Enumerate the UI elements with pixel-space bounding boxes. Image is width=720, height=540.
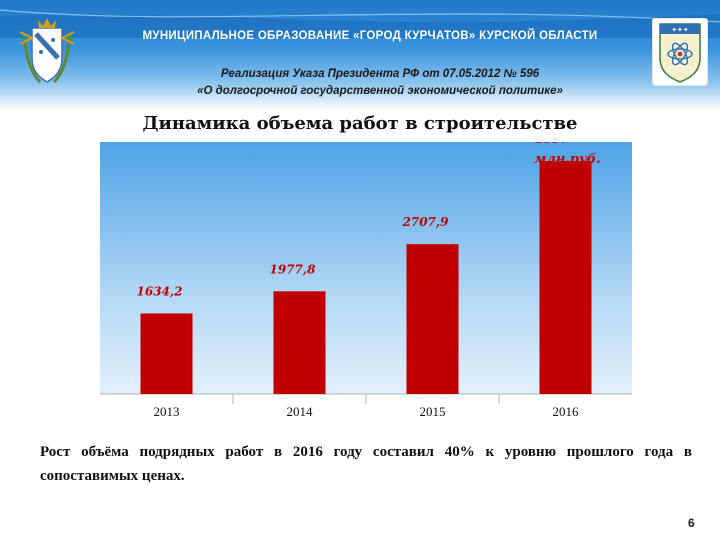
value-label-2014: 1977,8 [270, 262, 317, 276]
tick-label-2016: 2016 [553, 404, 580, 419]
value-label-2016: 3997 [536, 142, 570, 146]
header-ribbon [0, 9, 720, 38]
value-label-2013: 1634,2 [137, 285, 183, 299]
unit-label: млн.руб. [534, 152, 601, 167]
growth-note: Рост объёма подрядных работ в 2016 году … [40, 444, 692, 484]
bar-2013 [140, 313, 193, 394]
svg-text:✦✦✦: ✦✦✦ [671, 26, 689, 34]
kursk-coat-of-arms-icon [19, 18, 75, 84]
decree-line-2: «О долгосрочной государственной экономич… [197, 85, 563, 97]
tick-label-2015: 2015 [420, 404, 446, 419]
value-label-2015: 2707,9 [402, 215, 450, 229]
bar-chart: 1634,2 2013 1977,8 2014 2707,9 2015 3997 2016 м… [100, 142, 632, 427]
municipality-title: МУНИЦИПАЛЬНОЕ ОБРАЗОВАНИЕ «ГОРОД КУРЧАТО… [142, 30, 598, 42]
decree-subtitle: Реализация Указа Президента РФ от 07.05.… [100, 66, 660, 100]
page-number: 6 [688, 516, 695, 530]
chart-title: Динамика объема работ в строительстве [142, 113, 578, 134]
bar-2016 [539, 160, 592, 394]
bar-2015 [406, 244, 459, 394]
decree-line-1: Реализация Указа Президента РФ от 07.05.… [220, 68, 540, 80]
tick-label-2013: 2013 [154, 404, 180, 419]
tick-label-2014: 2014 [287, 404, 314, 419]
bar-2014 [273, 291, 326, 394]
header-banner: МУНИЦИПАЛЬНОЕ ОБРАЗОВАНИЕ «ГОРОД КУРЧАТО… [0, 0, 720, 110]
kurchatov-coat-of-arms-icon: ✦✦✦ [652, 18, 708, 86]
